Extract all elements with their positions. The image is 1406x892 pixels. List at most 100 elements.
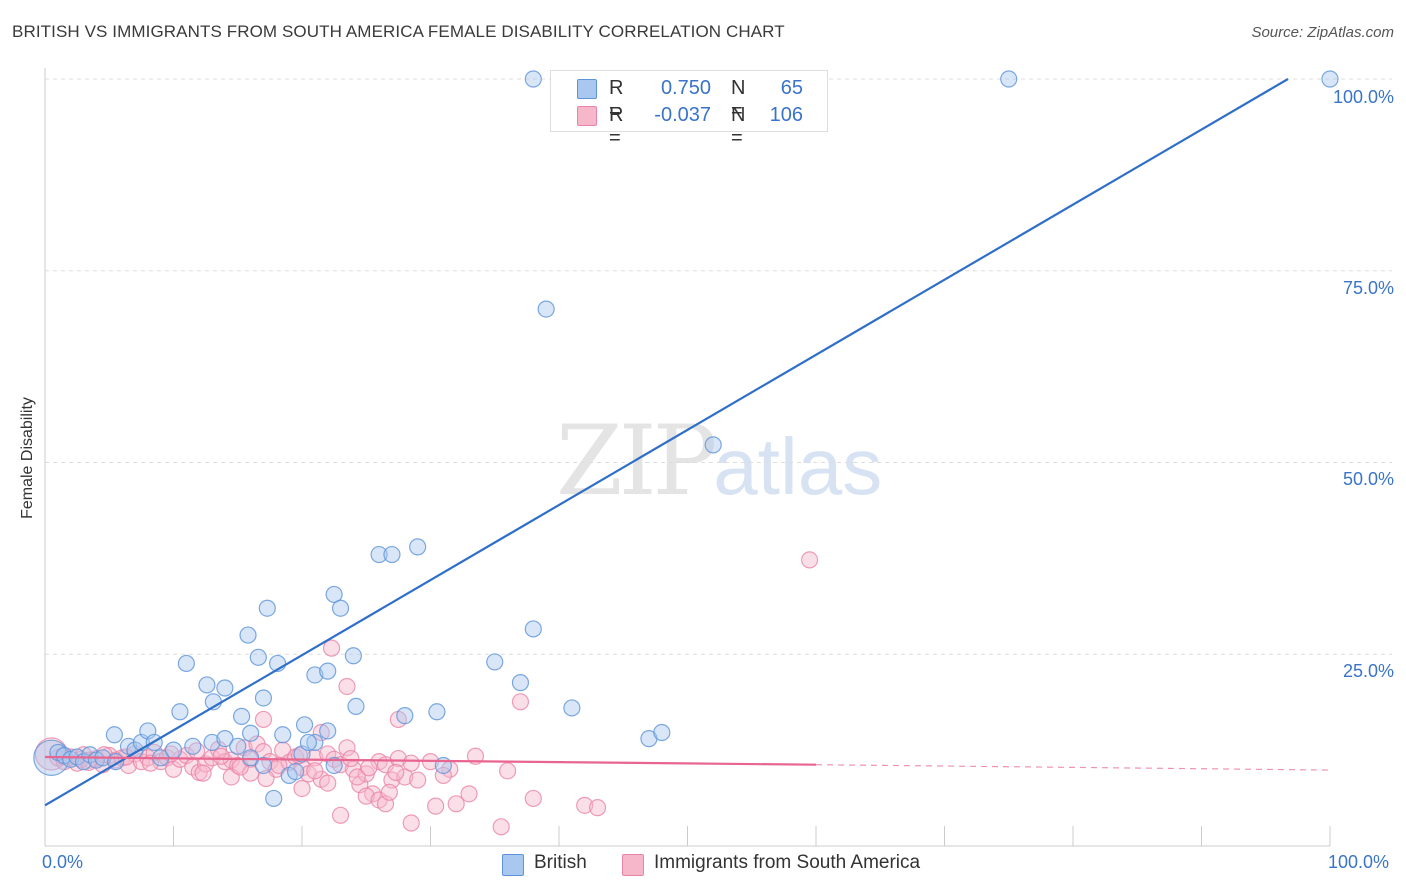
british-point	[325, 756, 343, 775]
british-point	[286, 763, 305, 781]
immigrants-point	[511, 693, 530, 711]
source-label: Source: ZipAtlas.com	[1251, 24, 1394, 41]
british-point	[242, 749, 260, 767]
british-point	[216, 679, 234, 697]
british-swatch	[502, 854, 524, 876]
british-point	[239, 626, 257, 644]
immigrants-point	[460, 785, 478, 803]
immigrants-point	[447, 795, 465, 813]
immigrants-point	[409, 771, 427, 789]
immigrants-point	[306, 762, 324, 780]
immigrants-point	[576, 796, 594, 814]
watermark-atlas: atlas	[713, 422, 883, 511]
british-point	[254, 689, 273, 707]
british-point	[254, 756, 273, 775]
immigrants-trend-line	[44, 755, 817, 766]
immigrants-point	[524, 789, 542, 808]
legend-label: British	[534, 852, 587, 873]
immigrants-point	[212, 747, 230, 765]
british-point	[396, 707, 414, 725]
immigrants-point	[357, 787, 375, 805]
x-tick-label: 100.0%	[1328, 852, 1390, 872]
immigrants-point	[242, 764, 260, 782]
immigrants-point	[312, 723, 330, 742]
british-point	[524, 620, 542, 638]
immigrants-point	[338, 677, 356, 696]
british-point	[203, 733, 221, 752]
y-tick-label: 50.0%	[1342, 469, 1394, 489]
immigrants-trend-extension	[815, 764, 1331, 771]
n-value: 106	[769, 104, 803, 126]
immigrants-point	[492, 818, 510, 836]
immigrants-point	[360, 759, 378, 777]
immigrants-point	[434, 766, 452, 785]
british-point	[1000, 70, 1018, 88]
british-point	[299, 733, 318, 752]
british-point	[164, 741, 183, 759]
watermark: ZIPatlas	[556, 405, 882, 517]
x-tick-label: 0.0%	[42, 852, 84, 872]
immigrants-swatch	[577, 106, 597, 126]
y-tick-label: 75.0%	[1342, 278, 1394, 298]
british-point	[409, 538, 427, 556]
immigrants-point	[348, 768, 366, 786]
n-label: N =	[731, 77, 746, 122]
british-point	[653, 723, 671, 742]
british-point	[171, 703, 189, 721]
correlation-legend: R = 0.750 N = 65 R = -0.037 N = 106	[550, 70, 828, 149]
immigrants-point	[499, 762, 517, 780]
immigrants-point	[396, 768, 414, 786]
immigrants-point	[588, 799, 607, 817]
immigrants-point	[427, 797, 445, 815]
r-value: -0.037	[654, 104, 711, 126]
british-point	[216, 730, 234, 748]
y-tick-label: 100.0%	[1332, 87, 1394, 107]
immigrants-swatch	[622, 854, 644, 876]
r-value: 0.750	[660, 77, 711, 99]
british-point	[486, 653, 504, 671]
immigrants-point	[389, 749, 407, 768]
immigrants-point	[293, 779, 311, 798]
british-point	[511, 674, 530, 692]
british-point	[105, 726, 123, 744]
immigrants-point	[257, 769, 275, 788]
n-label: N =	[731, 104, 746, 149]
british-point	[306, 733, 324, 752]
british-point	[198, 676, 216, 694]
immigrants-point	[322, 639, 341, 657]
n-value: 65	[780, 77, 803, 99]
british-point	[184, 737, 202, 755]
immigrants-point	[380, 783, 398, 801]
british-point	[319, 662, 337, 680]
british-point	[370, 545, 388, 564]
immigrants-point	[800, 551, 819, 569]
british-point	[274, 726, 292, 744]
british-point	[347, 697, 365, 716]
british-point	[704, 436, 722, 454]
british-point	[229, 737, 247, 755]
chart-title: BRITISH VS IMMIGRANTS FROM SOUTH AMERICA…	[12, 22, 785, 41]
immigrants-point	[319, 774, 337, 792]
british-point	[233, 707, 251, 725]
british-point	[428, 703, 446, 721]
immigrants-point	[402, 814, 420, 832]
immigrants-point	[338, 739, 356, 757]
british-point	[319, 722, 337, 740]
british-point	[258, 599, 276, 617]
british-point	[344, 647, 362, 665]
british-trend-line	[44, 78, 1289, 807]
british-point	[325, 585, 343, 604]
british-point	[383, 545, 401, 564]
british-point	[295, 716, 314, 734]
british-swatch	[577, 79, 597, 99]
r-label: R =	[609, 77, 624, 122]
immigrants-point	[254, 710, 273, 729]
immigrants-point	[387, 763, 405, 781]
british-point	[1321, 70, 1339, 88]
british-point	[177, 654, 195, 673]
series-legend: British Immigrants from South America	[0, 852, 1406, 876]
british-point	[265, 789, 283, 808]
legend-label: Immigrants from South America	[654, 852, 921, 873]
immigrants-point	[342, 749, 360, 768]
